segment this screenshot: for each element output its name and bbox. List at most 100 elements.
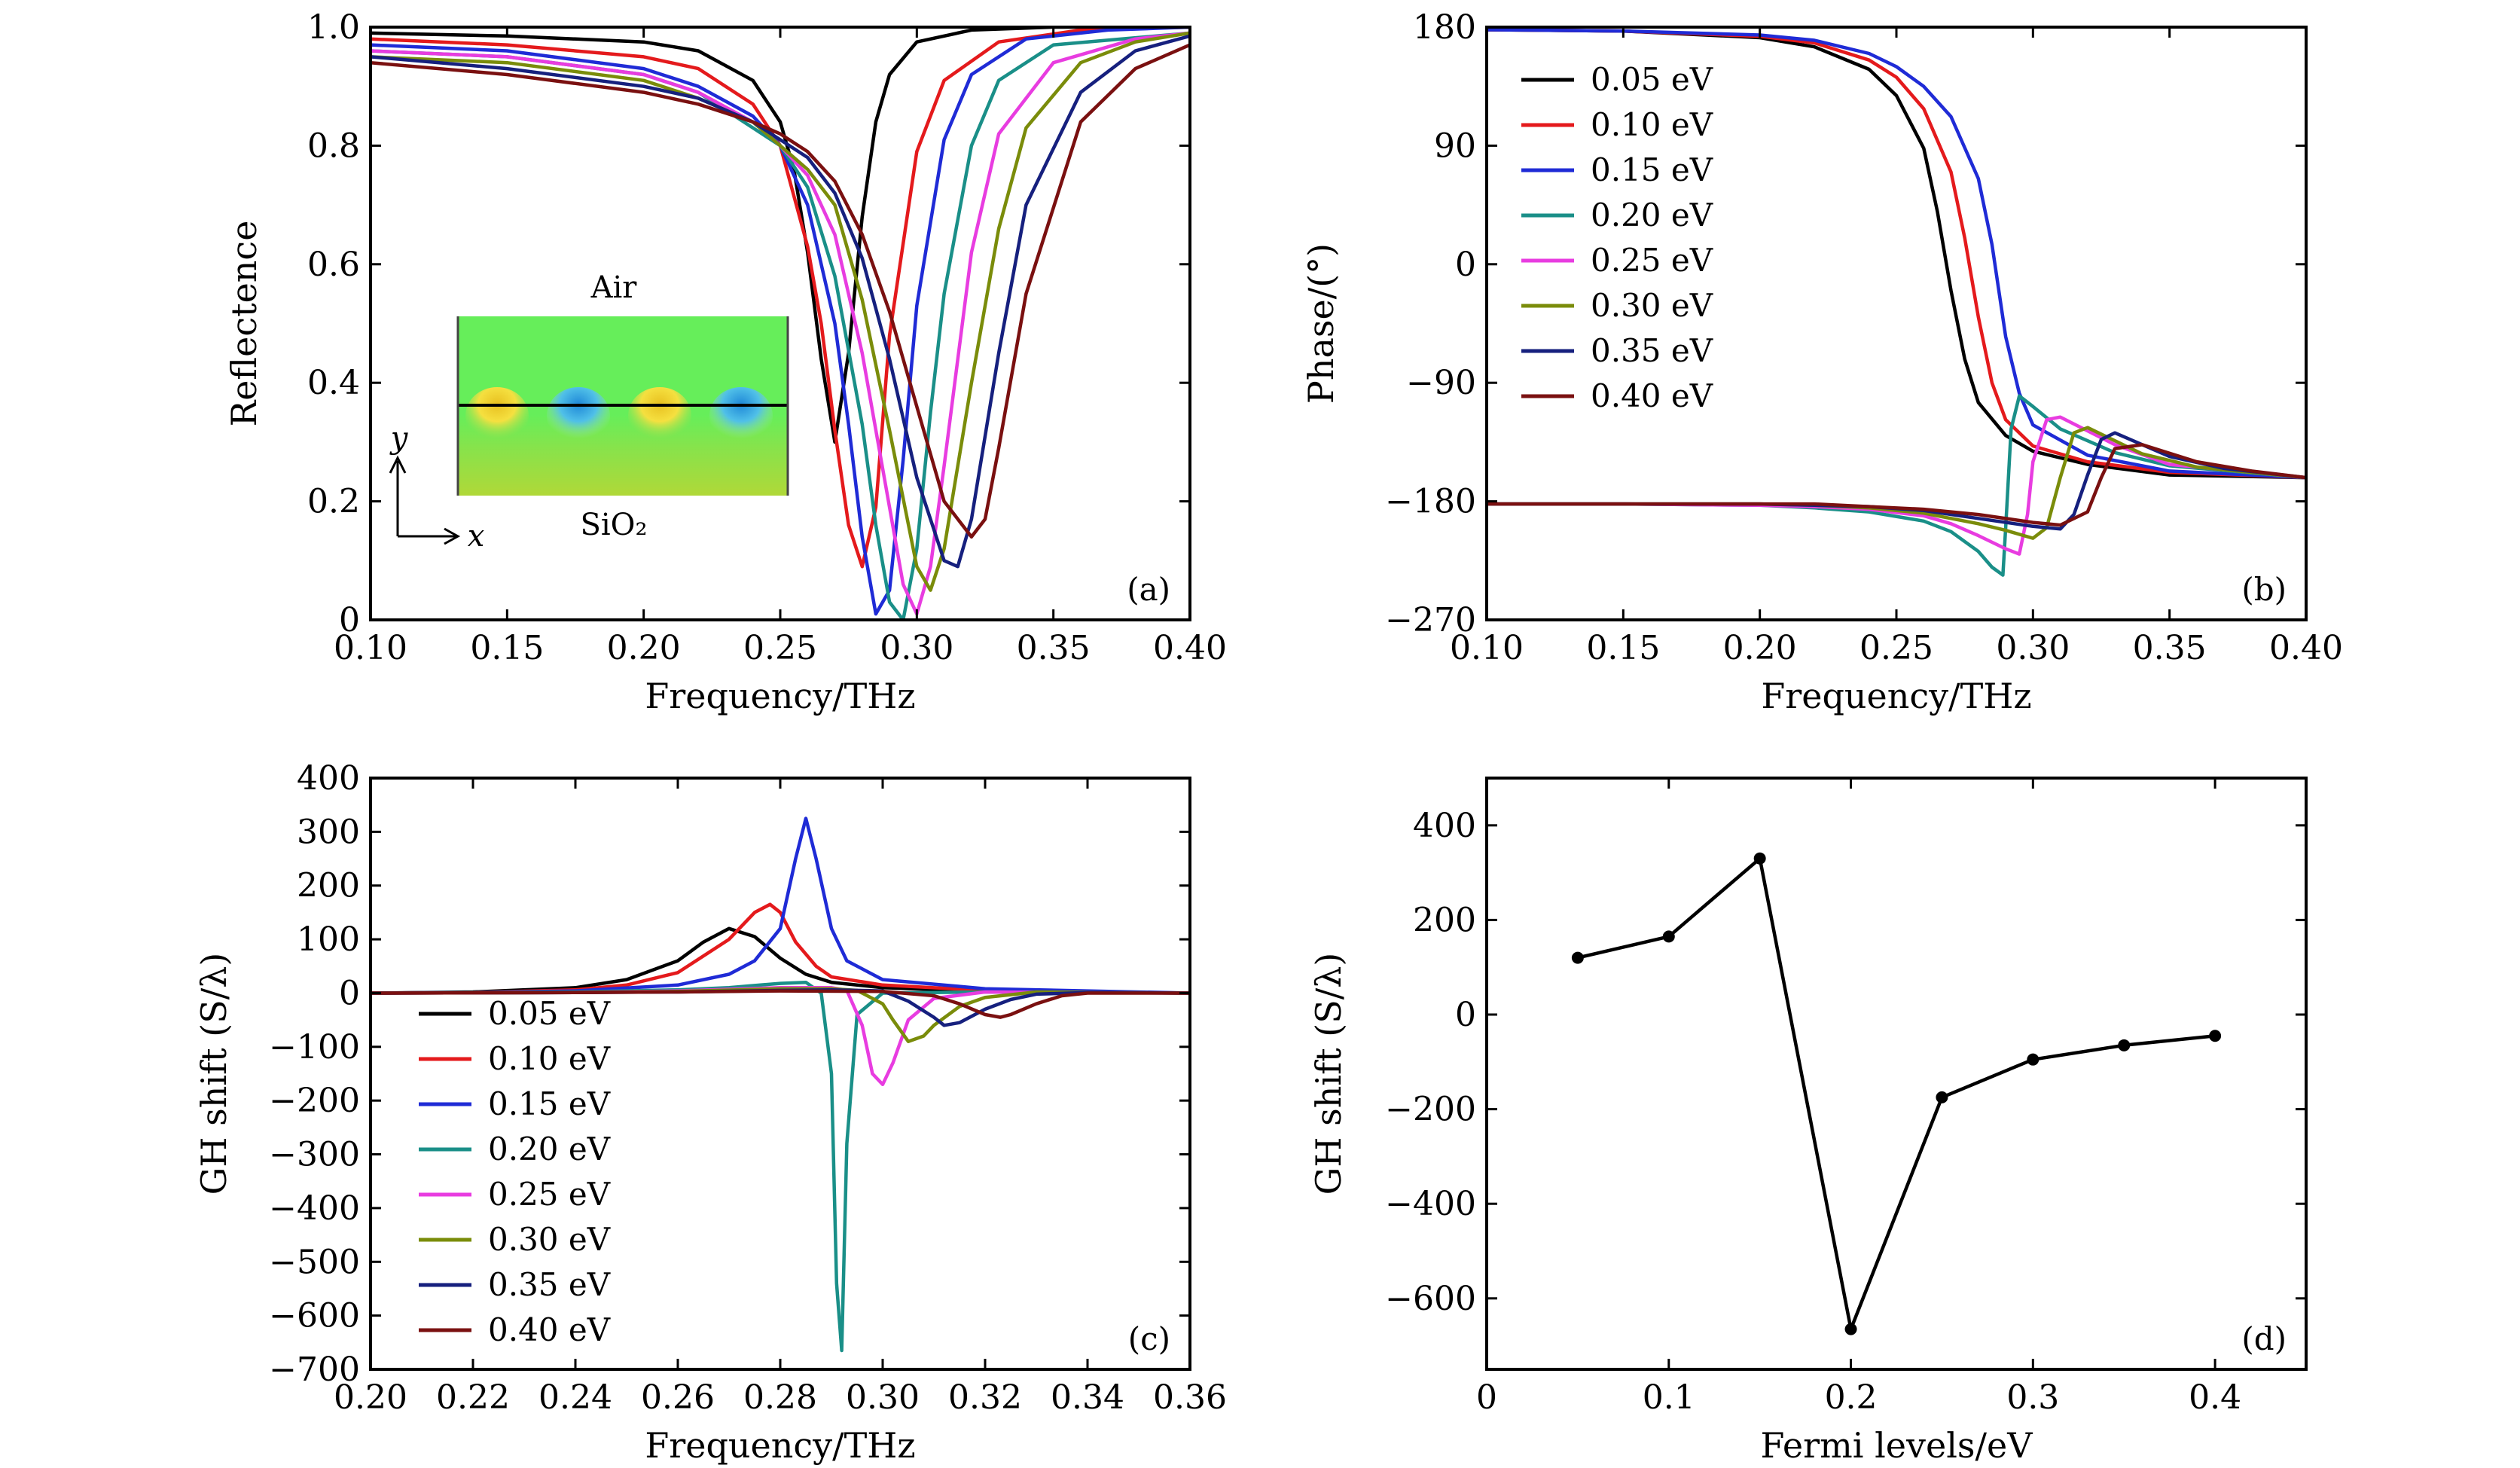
y-tick-label: −200	[269, 1082, 360, 1120]
series-group	[1487, 28, 2306, 577]
panel-label: (a)	[1127, 571, 1170, 608]
series-line-0.40-eV	[1487, 443, 2306, 527]
y-tick-label: −270	[1385, 601, 1476, 639]
inset-sio2-label: SiO₂	[580, 508, 647, 542]
inset-air-label: Air	[590, 270, 638, 305]
inset-field-coldspot	[709, 387, 773, 444]
x-axis-label: Frequency/THz	[1761, 676, 2031, 716]
series-group	[1571, 852, 2222, 1335]
x-axis-label: Frequency/THz	[645, 676, 915, 716]
legend-entry: 0.05 eV	[1591, 61, 1713, 98]
x-tick-label: 0.10	[1450, 629, 1524, 667]
data-point	[1844, 1323, 1857, 1335]
inset-field-coldspot	[547, 387, 610, 444]
inset-field-hotspot	[628, 387, 691, 444]
legend-entry: 0.30 eV	[1591, 287, 1713, 324]
y-tick-label: −180	[1385, 483, 1476, 521]
inset-field-hotspot	[465, 387, 529, 444]
legend-entry: 0.35 eV	[1591, 332, 1713, 369]
x-tick-label: 0.4	[2189, 1378, 2241, 1417]
series-line-0.05-eV	[371, 27, 1190, 444]
x-tick-label: 0.3	[2006, 1378, 2059, 1417]
x-tick-label: 0.40	[1153, 629, 1227, 667]
y-tick-label: 0.6	[307, 246, 360, 284]
legend-entry: 0.40 eV	[488, 1311, 611, 1348]
x-axis-label: Fermi levels/eV	[1761, 1425, 2033, 1466]
series-line-0.05-eV	[371, 926, 1190, 995]
legend-entry: 0.15 eV	[1591, 151, 1713, 188]
series-group	[371, 27, 1190, 620]
x-tick-label: 0.22	[436, 1378, 510, 1417]
y-tick-label: 0	[339, 974, 360, 1012]
y-tick-label: 300	[297, 813, 360, 851]
y-axis-label: GH shift (S/λ)	[1308, 953, 1349, 1195]
series-line-0.35-eV	[1487, 431, 2306, 531]
x-tick-label: 0.34	[1051, 1378, 1124, 1417]
legend-entry: 0.40 eV	[1591, 377, 1713, 414]
y-axis-label: GH shift (S/λ)	[194, 953, 234, 1195]
y-tick-label: 400	[297, 759, 360, 798]
legend-entry: 0.25 eV	[1591, 242, 1713, 279]
inset-x-arrowhead	[444, 527, 461, 545]
data-point	[1936, 1091, 1948, 1103]
x-tick-label: 0.15	[1586, 629, 1660, 667]
y-tick-label: 100	[297, 920, 360, 959]
series-line-0.15-eV	[1487, 28, 2306, 480]
series-line-0.40-eV	[371, 43, 1190, 539]
legend-entry: 0.10 eV	[488, 1040, 611, 1077]
x-tick-label: 0.20	[607, 629, 681, 667]
legend-entry: 0.20 eV	[1591, 197, 1713, 233]
panel-d: 0 0.1 0.2 0.3 0.4 −600 −400 −200 0 200 400 Fermi le…	[1308, 777, 2308, 1466]
series-line-0.15-eV	[371, 816, 1190, 995]
y-tick-label: 200	[1413, 901, 1476, 939]
series-line-0.35-eV	[371, 34, 1190, 569]
x-tick-label: 0.28	[743, 1378, 817, 1417]
y-tick-label: −600	[269, 1297, 360, 1335]
x-tick-label: 0.20	[334, 1378, 407, 1417]
data-point	[2118, 1039, 2131, 1051]
y-tick-label: 0	[339, 601, 360, 639]
series-line-0.10-eV	[371, 27, 1190, 569]
panel-label: (b)	[2241, 571, 2287, 608]
y-tick-label: 0	[1455, 246, 1476, 284]
data-point	[2027, 1053, 2039, 1066]
x-tick-label: 0.40	[2269, 629, 2343, 667]
data-point	[2209, 1030, 2222, 1042]
series-line-0.15-eV	[371, 27, 1190, 616]
y-tick-label: 200	[297, 867, 360, 905]
y-tick-label: −400	[269, 1189, 360, 1228]
legend: 0.05 eV 0.10 eV 0.15 eV 0.20 eV 0.25 eV 0.30 …	[419, 995, 611, 1348]
panel-label: (c)	[1128, 1320, 1170, 1357]
series-line-0.40-eV	[371, 989, 1190, 1019]
x-tick-label: 0.1	[1643, 1378, 1695, 1417]
x-tick-label: 0.2	[1825, 1378, 1878, 1417]
x-tick-label: 0.20	[1723, 629, 1797, 667]
panel-b: 0.10 0.15 0.20 0.25 0.30 0.35 0.40 −270 −180 −90 0…	[1301, 8, 2343, 716]
y-tick-label: 0.2	[307, 483, 360, 521]
x-tick-label: 0.36	[1153, 1378, 1227, 1417]
y-axis-label: Phase/(°)	[1301, 243, 1341, 404]
y-tick-label: −500	[269, 1243, 360, 1281]
x-axis-label: Frequency/THz	[645, 1425, 915, 1466]
y-tick-label: 0	[1455, 996, 1476, 1034]
y-tick-label: 0.8	[307, 127, 360, 165]
data-point	[1662, 930, 1675, 943]
inset-field-map: Air SiO₂ y x	[389, 270, 789, 554]
series-line-0.10-eV	[1487, 28, 2306, 480]
y-tick-label: 180	[1413, 8, 1476, 47]
y-tick-label: −300	[269, 1136, 360, 1174]
series-line-0.05-eV	[1487, 28, 2306, 480]
panel-a: 0.10 0.15 0.20 0.25 0.30 0.35 0.40 0 0.2 0.4 0.6 0.…	[224, 8, 1227, 716]
y-tick-label: −200	[1385, 1091, 1476, 1129]
data-point	[1753, 852, 1766, 865]
panel-label: (d)	[2241, 1320, 2287, 1357]
legend-entry: 0.10 eV	[1591, 106, 1713, 143]
y-tick-label: −100	[269, 1028, 360, 1067]
series-line-GH-shift	[1577, 856, 2216, 1331]
y-axis-label: Reflectence	[224, 221, 264, 427]
x-tick-label: 0.25	[743, 629, 817, 667]
x-tick-label: 0.26	[641, 1378, 715, 1417]
x-tick-label: 0	[1476, 1378, 1497, 1417]
panel-c: 0.20 0.22 0.24 0.26 0.28 0.30 0.32 0.34 0.36 −700…	[194, 759, 1227, 1466]
